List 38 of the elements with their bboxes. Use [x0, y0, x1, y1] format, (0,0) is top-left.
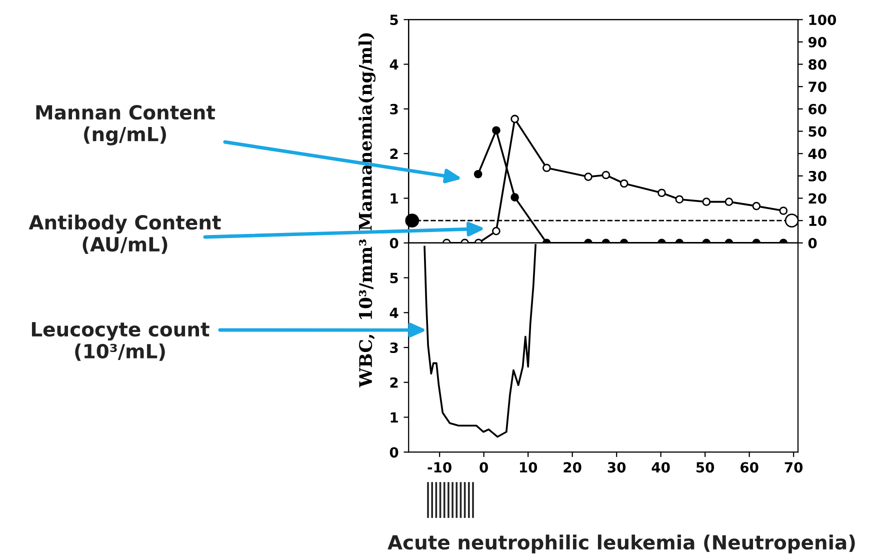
y-tick-label: 0	[390, 238, 398, 248]
y2-tick-label: 0	[808, 238, 817, 248]
y-tick-label: 5	[390, 272, 398, 284]
y-tick-label: 3	[390, 104, 398, 114]
y2-tick-label: 80	[808, 59, 826, 70]
x-tick-label: 70	[784, 462, 803, 473]
y2-tick-label: 30	[808, 170, 826, 182]
x-tick-label: 50	[696, 462, 714, 473]
y2-tick-label: 70	[808, 82, 826, 92]
y2-tick-label: 20	[808, 193, 826, 204]
y-tick-label: 5	[390, 14, 398, 26]
y-tick-label: 2	[390, 377, 398, 388]
x-tick-label: 10	[520, 462, 538, 473]
x-tick-label: 0	[480, 462, 488, 473]
x-tick-label: 40	[652, 462, 670, 473]
y2-tick-label: 10	[809, 216, 826, 226]
y-tick-label: 4	[390, 308, 398, 318]
text: Mannan Content (ng/mL)	[36, 104, 216, 146]
y2-tick-label: 60	[808, 104, 826, 114]
y-tick-label: 4	[390, 59, 398, 70]
text: Acute neutrophilic leukemia (Neutropenia)	[388, 534, 855, 554]
y-tick-label: 2	[390, 148, 398, 159]
y-tick-label: 1	[390, 193, 398, 204]
y-tick-label: 1	[390, 412, 398, 423]
x-tick-label: 20	[564, 462, 582, 473]
y2-tick-label: 100	[809, 14, 836, 26]
y-axis-title: Mannanemia(ng/ml)	[358, 33, 376, 230]
text: Leucocyte count (10³/mL)	[32, 322, 210, 361]
y-tick-label: 3	[390, 342, 398, 353]
x-tick-label: -10	[428, 462, 452, 473]
y2-tick-label: 40	[808, 148, 826, 160]
x-tick-label: 60	[740, 462, 758, 473]
text: Antibody Content (AU/mL)	[28, 214, 221, 254]
y-axis-title: WBC, 10³/mm³	[359, 239, 375, 388]
x-tick-label: 30	[608, 462, 626, 473]
y2-tick-label: 50	[808, 126, 826, 137]
y2-tick-label: 90	[808, 36, 826, 48]
y-tick-label: 0	[390, 447, 398, 458]
